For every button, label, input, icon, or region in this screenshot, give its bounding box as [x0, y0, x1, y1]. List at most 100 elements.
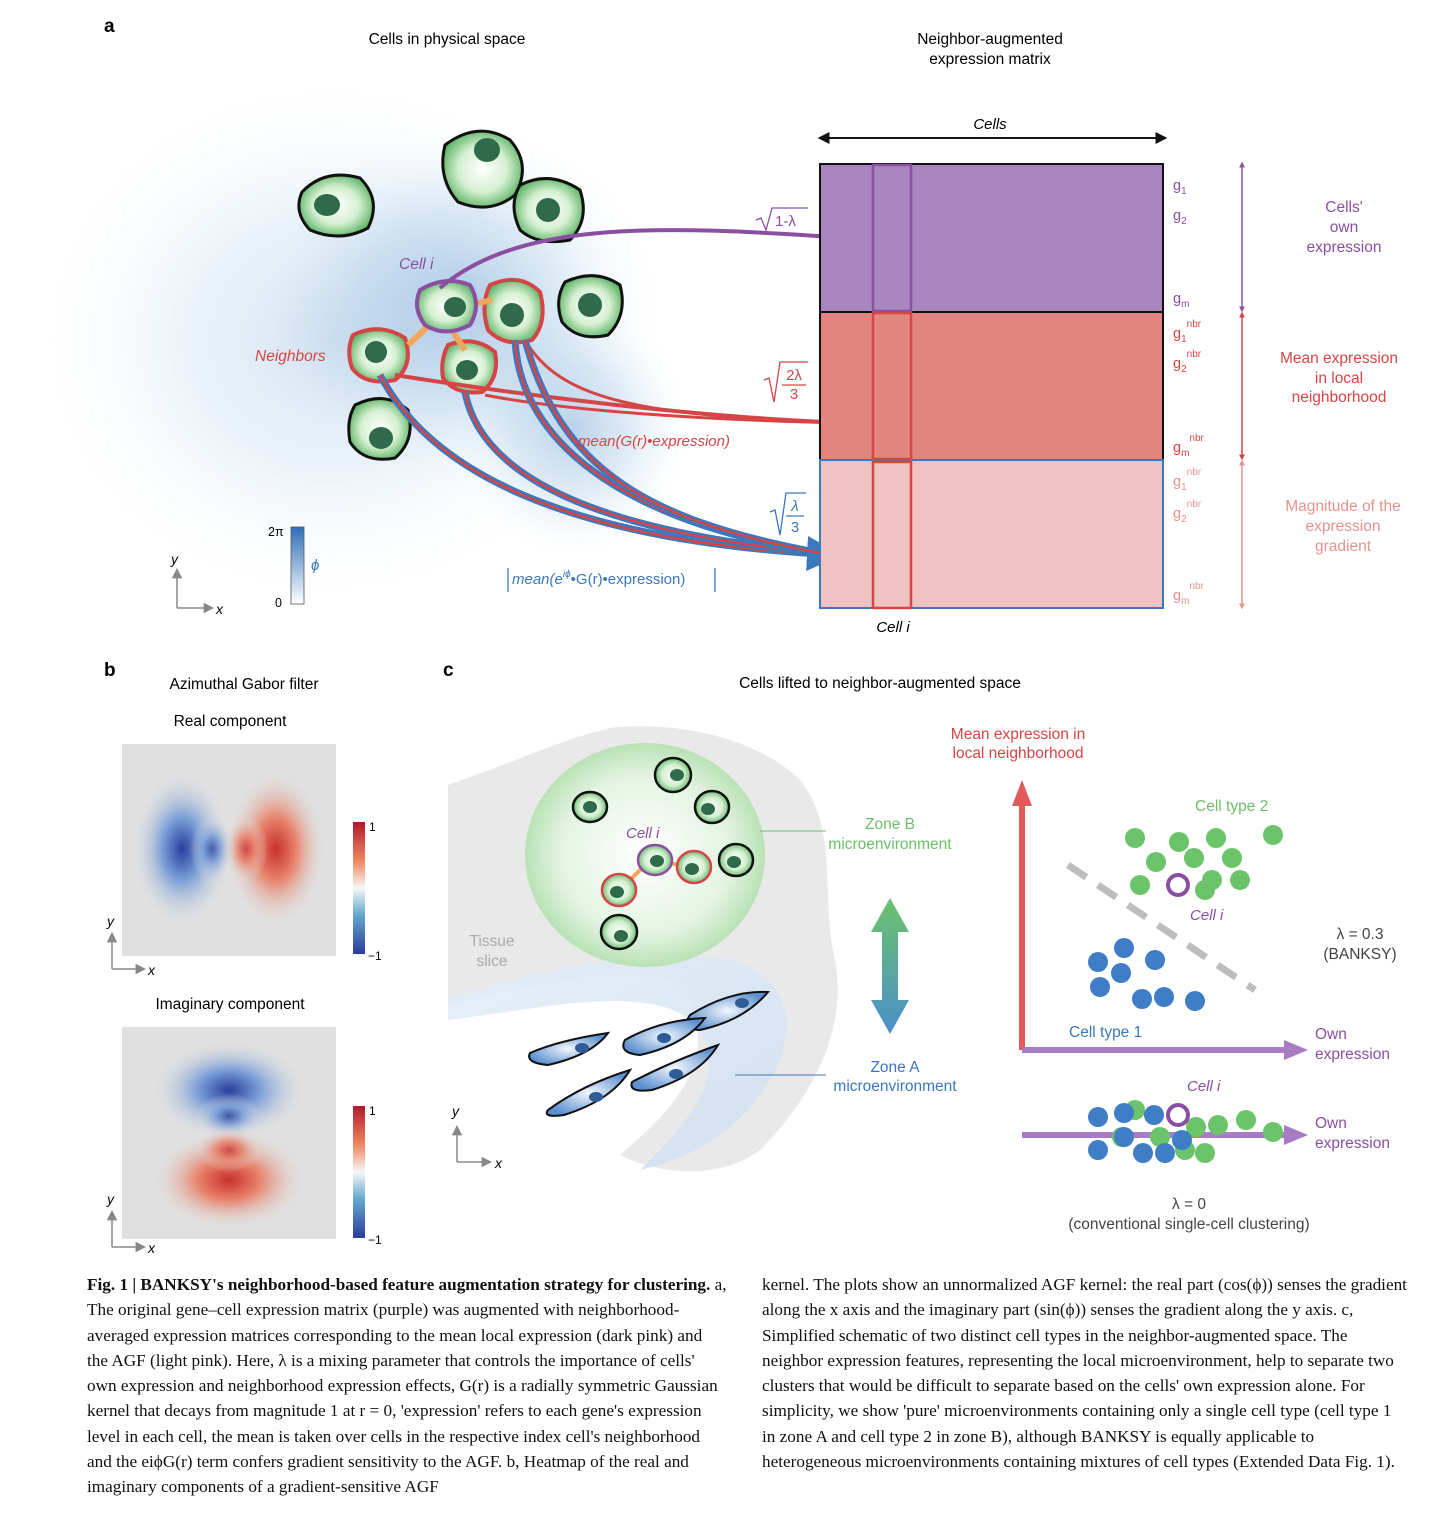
agf-formula-b: •G(r)•expression) — [571, 571, 686, 588]
row-g2-nbr: g2nbr — [1173, 349, 1202, 375]
cell — [571, 790, 609, 824]
scatter-y-axis-head — [1012, 780, 1032, 806]
panel-a-letter: a — [104, 16, 115, 37]
cell-i-point — [1166, 873, 1190, 897]
real-cbar-top: 1 — [369, 820, 376, 834]
cell-type-1-point — [1114, 1103, 1134, 1123]
cell-i-scatter-label: Cell i — [1190, 907, 1224, 924]
cell-type-2-point — [1184, 848, 1204, 868]
agf-formula: mean(eiϕ•G(r)•expression) — [507, 568, 716, 592]
mean-arrows — [394, 339, 854, 433]
neighbor-cell — [600, 872, 638, 908]
mean-formula: mean(G(r)•expression) — [578, 433, 730, 450]
matrix-gradient-block — [819, 459, 1164, 609]
cell — [441, 129, 524, 209]
cell-type-1-point — [1114, 938, 1134, 958]
figure-canvas: a Cells in physical space Neighbor-augme… — [40, 16, 1401, 1256]
cell-i-column-gradient — [871, 460, 913, 610]
caption-left: Fig. 1 | BANKSY's neighborhood-based fea… — [87, 1272, 727, 1500]
cell — [557, 274, 624, 339]
neighbor-cell — [675, 849, 713, 885]
cell-type-1-point — [1185, 991, 1205, 1011]
lambda-0-l2: (conventional single-cell clustering) — [1068, 1216, 1309, 1233]
own-expression-arrow — [438, 226, 852, 290]
zone-b-l2: microenvironment — [828, 836, 952, 853]
agf-formula-sup: iϕ — [563, 569, 571, 580]
row-gm-nbr: gmnbr — [1173, 433, 1205, 459]
cell-i-oned-label: Cell i — [1187, 1078, 1221, 1095]
panel-a-title-right-1: Neighbor-augmented — [917, 31, 1063, 48]
cells-axis-label: Cells — [973, 116, 1007, 133]
mean-l3: neighborhood — [1292, 389, 1387, 406]
lambda-0-l1: λ = 0 — [1172, 1196, 1206, 1213]
axis-y-b2: y — [106, 1191, 115, 1207]
cell-type-2-point — [1222, 848, 1242, 868]
axis-x-b2: x — [147, 1240, 156, 1256]
oned-label-l1: Own — [1315, 1115, 1347, 1132]
scatter-lambda-03 — [1088, 825, 1283, 1011]
imag-axes: y x — [106, 1191, 156, 1256]
cell-type-1-point — [1144, 1105, 1164, 1125]
panel-b-letter: b — [104, 660, 116, 681]
row-gm: gm — [1173, 291, 1189, 310]
row-labels: g1 g2 gm g1nbr g2nbr gmnbr g1nbr g2nbr g… — [1173, 178, 1205, 607]
cell-type-1-point — [1088, 1107, 1108, 1127]
mean-l2: in local — [1315, 370, 1363, 387]
svg-text:mean(eiϕ•G(r)•expression): mean(eiϕ•G(r)•expression) — [512, 569, 685, 588]
cell — [512, 177, 585, 244]
row-g1-grad: g1nbr — [1173, 467, 1202, 493]
cell-type-1-point — [1111, 963, 1131, 983]
mean-formula-text: mean(G(r)•expression) — [578, 433, 730, 450]
cell-type-2-point — [1230, 870, 1250, 890]
row-g1: g1 — [1173, 178, 1187, 197]
row-g2: g2 — [1173, 208, 1187, 227]
index-cell — [414, 279, 478, 334]
caption-right: kernel. The plots show an unnormalized A… — [762, 1272, 1407, 1474]
row-g1-nbr: g1nbr — [1173, 319, 1202, 345]
weight-grad-den: 3 — [791, 519, 799, 536]
phi-colorbar — [290, 526, 305, 605]
cell-type-2-point — [1146, 852, 1166, 872]
panel-b-real-title: Real component — [174, 713, 288, 730]
zone-b-l1: Zone B — [865, 816, 915, 833]
axis-x-c: x — [494, 1155, 503, 1171]
cell-i-column-own — [871, 163, 913, 313]
zone-separation-arrow — [871, 898, 909, 1034]
cell-type-2-point — [1186, 1117, 1206, 1137]
cell-type-2-point — [1263, 825, 1283, 845]
cell-type-2-point — [1263, 1122, 1283, 1142]
imag-cbar-bottom: −1 — [368, 1233, 382, 1247]
real-axes: y x — [106, 913, 156, 978]
cell-type-1-point — [1145, 950, 1165, 970]
cell-type-2-point — [1169, 832, 1189, 852]
matrix-mean-block — [819, 311, 1164, 461]
own-l2: own — [1330, 219, 1358, 236]
imag-cbar-top: 1 — [369, 1104, 376, 1118]
imag-colorbar — [353, 1106, 365, 1238]
cell-type-2-point — [1125, 828, 1145, 848]
neighbors-label: Neighbors — [255, 348, 326, 365]
scatter-lambda-0 — [1088, 1100, 1283, 1163]
weight-own-text: 1-λ — [775, 213, 796, 230]
y-axis-label-l2: local neighborhood — [953, 745, 1084, 762]
cell — [630, 1043, 721, 1092]
cell-type-1-point — [1088, 1140, 1108, 1160]
lambda-03-l2: (BANKSY) — [1323, 946, 1396, 963]
lambda-03-l1: λ = 0.3 — [1337, 926, 1384, 943]
tissue-l2: slice — [476, 953, 507, 970]
panel-a-title-left: Cells in physical space — [369, 31, 526, 48]
weight-mean: 2λ 3 — [763, 361, 808, 403]
real-component-heatmap — [122, 744, 336, 956]
cell-type-2-point — [1130, 875, 1150, 895]
cell-type-2-point — [1195, 880, 1215, 900]
grad-l1: Magnitude of the — [1285, 498, 1400, 515]
cell-type-2-point — [1236, 1110, 1256, 1130]
cells-physical — [297, 129, 624, 461]
oned-axis-head — [1284, 1125, 1308, 1145]
cell-type-1-point — [1132, 989, 1152, 1009]
agf-formula-a: mean(e — [512, 571, 563, 588]
cell-i-column-mean — [871, 311, 913, 461]
phi-colorbar-top: 2π — [268, 525, 284, 539]
cell — [599, 913, 639, 951]
matrix-own-block — [819, 163, 1164, 313]
